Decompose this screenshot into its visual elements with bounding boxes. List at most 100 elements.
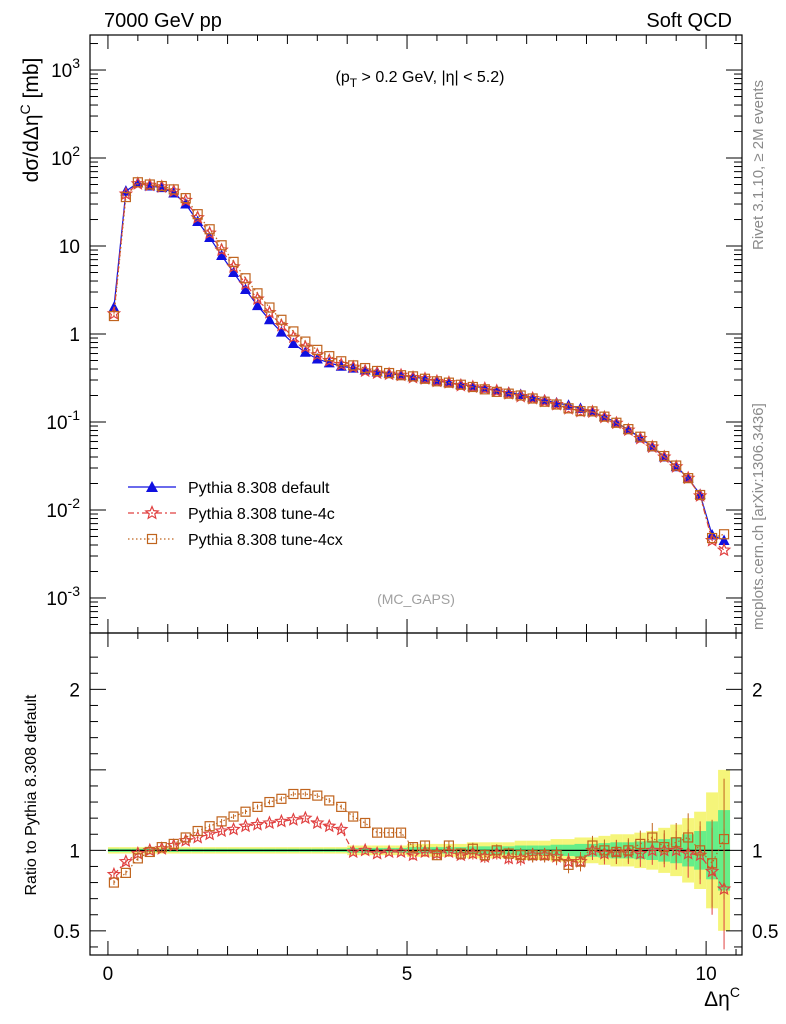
ratio-data-point — [348, 811, 359, 822]
ratio-data-point — [539, 850, 550, 861]
ratio-data-point — [286, 812, 301, 826]
cut-label: (pT > 0.2 GeV, |η| < 5.2) — [336, 69, 505, 90]
ratio-data-point — [108, 877, 120, 888]
ratio-data-point — [407, 842, 419, 853]
data-point — [503, 388, 514, 399]
data-point — [276, 314, 287, 325]
data-point — [312, 344, 323, 355]
ratio-panel-frame — [89, 632, 743, 956]
data-point — [288, 326, 299, 337]
data-point — [228, 266, 240, 277]
y-tick-label: 10-3 — [46, 583, 80, 610]
data-point — [467, 381, 478, 393]
data-point — [407, 371, 419, 382]
legend: Pythia 8.308 default Pythia 8.308 tune-4… — [128, 480, 343, 549]
header-right: Soft QCD — [646, 10, 732, 32]
data-point — [431, 376, 443, 387]
ratio-data-point — [599, 845, 610, 856]
ratio-data-point — [683, 832, 694, 843]
data-point — [443, 377, 454, 388]
ratio-data-point — [706, 858, 718, 869]
data-point — [718, 534, 730, 546]
ratio-data-point — [264, 796, 275, 808]
legend-marker-star-icon — [144, 504, 160, 520]
data-point — [216, 249, 228, 261]
ratio-data-point — [226, 821, 241, 836]
data-point — [539, 396, 550, 407]
y-tick-label: 0.5 — [752, 922, 778, 943]
ratio-series-line — [113, 793, 725, 884]
ratio-data-point — [310, 815, 325, 830]
ratio-axis-ticks: 0 5 10 0.5 0.5 1 1 2 2 — [54, 633, 778, 985]
data-point — [587, 406, 598, 417]
ratio-y-axis-label: Ratio to Pythia 8.308 default — [23, 694, 40, 896]
y-tick-label: 1 — [69, 325, 80, 346]
ratio-data-point — [405, 847, 421, 862]
data-point — [228, 256, 239, 267]
data-point — [515, 390, 526, 401]
ratio-data-point — [334, 821, 349, 836]
data-point — [348, 360, 359, 371]
legend-item-tune4c: Pythia 8.308 tune-4c — [188, 506, 335, 523]
y-tick-label: 0.5 — [54, 922, 80, 943]
data-point — [311, 352, 323, 364]
ratio-data-point — [381, 844, 397, 859]
ratio-data-point — [645, 842, 660, 857]
ratio-data-point — [228, 811, 239, 822]
ratio-data-point — [360, 817, 371, 829]
ratio-data-point — [216, 816, 227, 827]
ratio-data-point — [300, 788, 311, 800]
data-point — [659, 450, 670, 462]
ratio-data-point — [431, 850, 443, 861]
main-axis-ticks: 10-3 10-2 10-1 1 10 102 103 — [46, 35, 742, 634]
ratio-data-point — [144, 846, 155, 858]
data-point — [216, 240, 227, 251]
data-point — [108, 310, 120, 322]
data-point — [575, 405, 586, 417]
ratio-data-point — [515, 850, 526, 861]
y-tick-label: 10 — [59, 237, 80, 258]
x-tick-label: 10 — [696, 964, 717, 985]
ratio-data-point — [214, 823, 229, 838]
ratio-data-point — [551, 850, 562, 861]
data-point — [204, 231, 216, 242]
ratio-data-point — [357, 842, 373, 857]
data-point — [336, 356, 347, 367]
x-tick-label: 5 — [402, 964, 413, 985]
ratio-data-point — [240, 806, 251, 817]
data-point — [419, 373, 431, 384]
ratio-data-point — [276, 793, 287, 804]
mcplots-label: mcplots.cern.ch [arXiv:1306.3436] — [750, 403, 767, 630]
ratio-data-point — [252, 801, 263, 812]
ratio-data-point — [635, 838, 646, 850]
y-tick-label: 103 — [51, 55, 80, 82]
data-point — [240, 283, 252, 295]
data-point — [647, 441, 658, 452]
ratio-data-point — [623, 845, 634, 856]
ratio-data-point — [250, 817, 265, 831]
main-y-axis-label: dσ/dΔηC [mb] — [17, 58, 43, 183]
data-point — [383, 367, 395, 379]
ratio-data-point — [383, 827, 395, 838]
data-point — [275, 326, 287, 337]
ratio-data-point — [491, 845, 502, 856]
ratio-data-point — [346, 844, 361, 859]
data-point — [252, 288, 263, 299]
main-series — [106, 176, 732, 557]
y-tick-label: 10-2 — [46, 495, 80, 522]
data-point — [287, 337, 299, 348]
ratio-data-point — [180, 832, 191, 843]
data-point — [395, 370, 407, 381]
ratio-data-point — [611, 846, 622, 858]
ratio-data-point — [192, 825, 203, 837]
ratio-data-point — [718, 833, 730, 845]
data-point — [372, 365, 383, 377]
data-point — [144, 179, 155, 190]
ratio-data-point — [575, 856, 586, 867]
ratio-data-point — [238, 818, 253, 833]
ratio-data-point — [132, 853, 143, 864]
ratio-data-point — [202, 826, 217, 841]
data-point — [264, 302, 275, 313]
ratio-data-point — [455, 848, 466, 859]
ratio-data-point — [336, 801, 347, 812]
